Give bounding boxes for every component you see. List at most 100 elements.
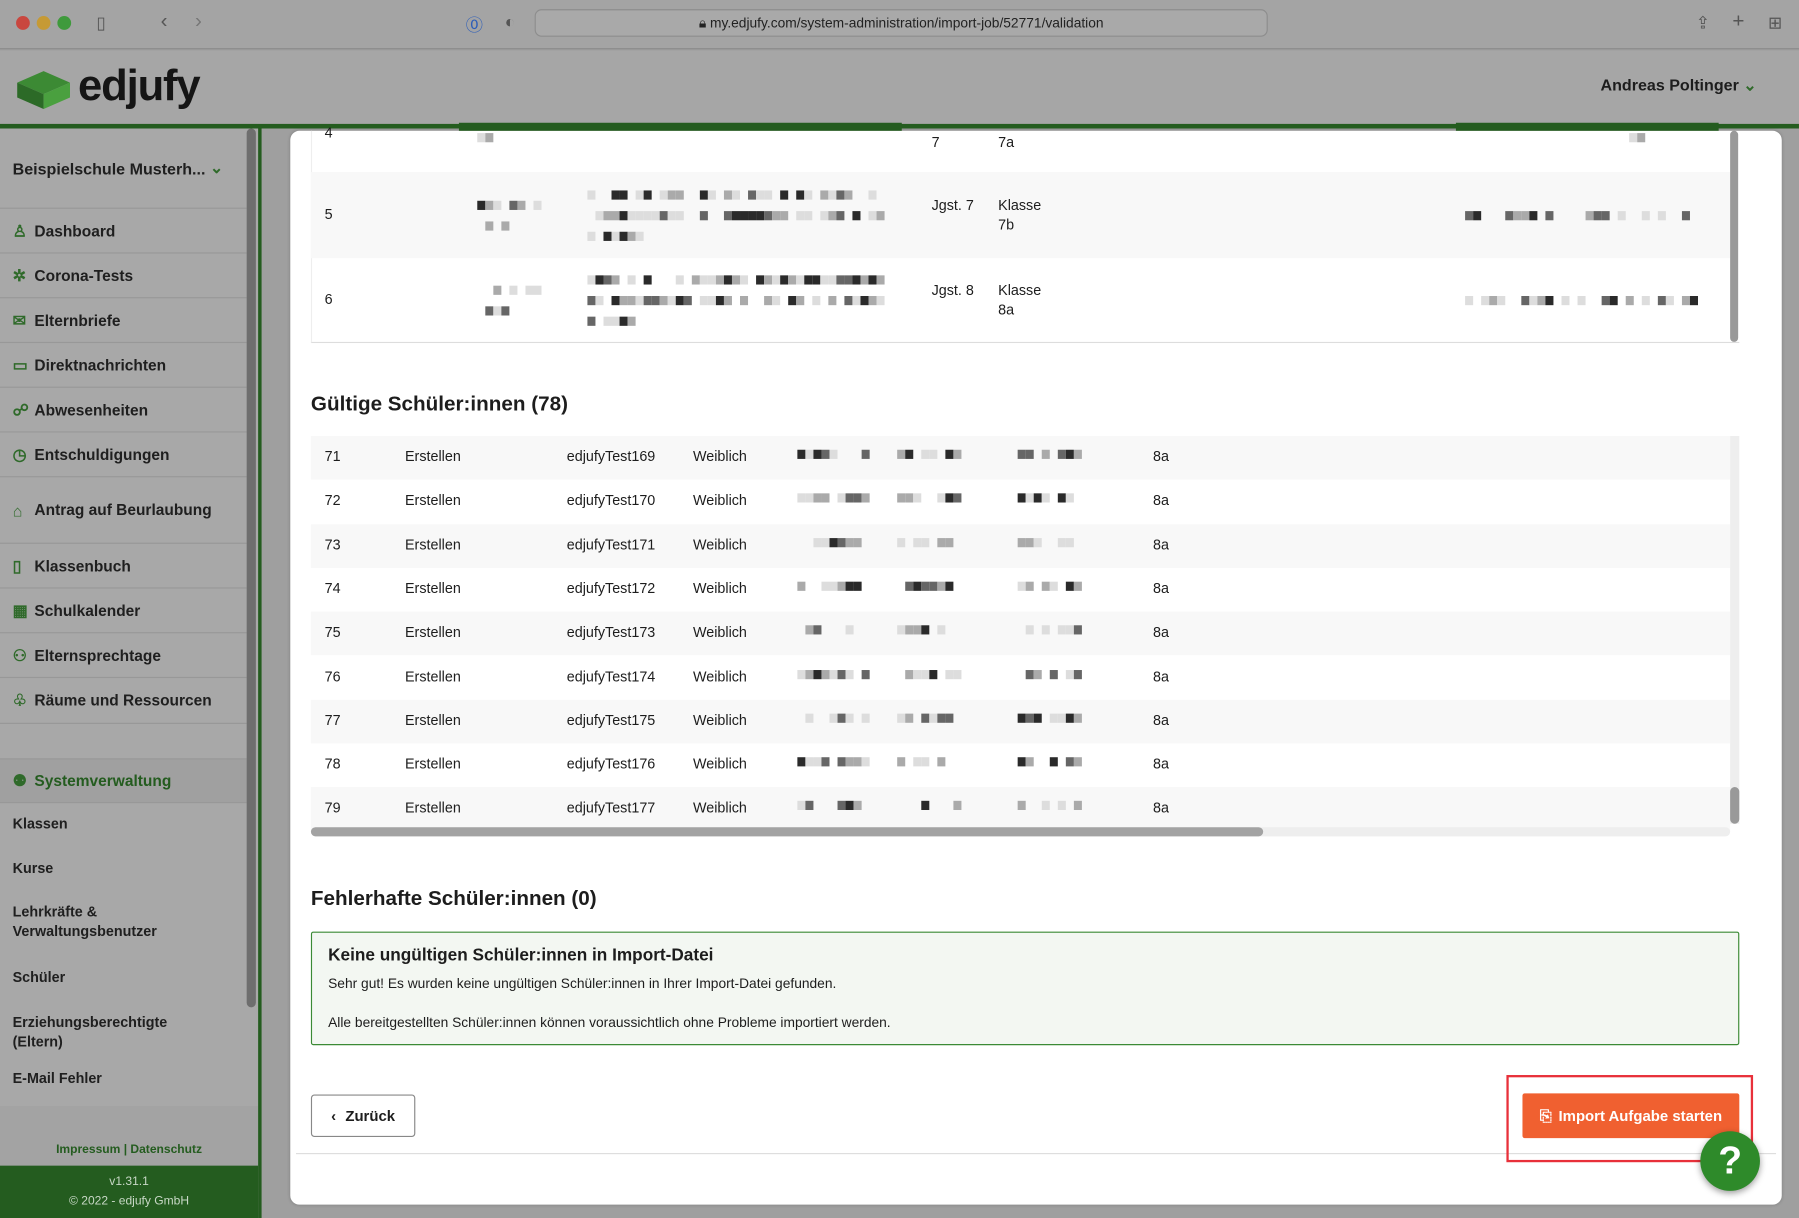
redacted-text — [587, 274, 885, 284]
back-button[interactable]: ‹ Zurück — [310, 1094, 416, 1137]
action-cell: Erstellen — [404, 448, 461, 465]
table-header-bar — [1455, 122, 1719, 131]
sidebar-item-label: Schulkalender — [34, 601, 141, 619]
valid-table-vscroll-track — [1730, 435, 1740, 824]
maximize-window-button[interactable] — [57, 16, 72, 30]
chevron-down-icon: ⌄ — [209, 158, 224, 177]
username-cell: edjufyTest177 — [566, 800, 656, 817]
gender-cell: Weiblich — [692, 800, 747, 817]
sidebar-scrollbar[interactable] — [246, 128, 256, 1008]
username-cell: edjufyTest175 — [566, 712, 656, 729]
gender-cell: Weiblich — [692, 624, 747, 641]
close-window-button[interactable] — [16, 16, 30, 30]
sidebar-item-elternbriefe[interactable]: ✉ Elternbriefe — [0, 298, 247, 344]
sidebar-item-schulkalender[interactable]: ▦ Schulkalender — [0, 589, 247, 634]
start-import-button[interactable]: ⎘ Import Aufgabe starten — [1522, 1093, 1740, 1139]
sidebar-item-direktnachrichten[interactable]: ▭ Direktnachrichten — [0, 343, 247, 388]
table-row — [310, 172, 1731, 259]
sidebar-item-corona-tests[interactable]: ✲ Corona-Tests — [0, 254, 247, 299]
back-nav-icon[interactable]: ‹ — [160, 9, 168, 33]
sidebar-item-abwesenheiten[interactable]: ☍ Abwesenheiten — [0, 388, 247, 433]
user-name: Andreas Poltinger — [1600, 75, 1739, 95]
footer-links[interactable]: Impressum | Datenschutz — [56, 1142, 203, 1157]
highlight-box — [1506, 1075, 1754, 1163]
divider — [296, 1153, 1777, 1155]
running-icon: ☍ — [12, 399, 29, 419]
user-menu[interactable]: Andreas Poltinger ⌄ — [1600, 76, 1756, 96]
address-bar[interactable]: 🔒︎ my.edjufy.com/system-administration/i… — [534, 9, 1268, 37]
sidebar-toggle-icon[interactable]: ▯ — [96, 13, 106, 34]
redacted-text — [1018, 625, 1082, 635]
action-cell: Erstellen — [404, 756, 461, 773]
sidebar-item-label: Systemverwaltung — [34, 772, 172, 790]
sidebar-item-label: Elternsprechtage — [34, 646, 161, 664]
sidebar-item-label: Entschuldigungen — [34, 445, 170, 463]
sidebar-item-label: Antrag auf Beurlaubung — [34, 501, 212, 519]
action-cell: Erstellen — [404, 580, 461, 597]
sidebar-item-systemverwaltung[interactable]: ⚉ Systemverwaltung — [0, 758, 247, 804]
preview-table-scrollbar[interactable] — [1730, 130, 1739, 342]
sidebar-subitem[interactable]: E-Mail Fehler — [12, 1070, 102, 1087]
action-cell: Erstellen — [404, 492, 461, 509]
sidebar-subitem[interactable]: Lehrkräfte & Verwaltungsbenutzer — [12, 904, 157, 940]
lock-icon: 🔒︎ — [698, 14, 710, 31]
password-manager-icon[interactable]: ⓪ — [465, 16, 484, 36]
redacted-text — [477, 220, 510, 231]
redacted-text — [1457, 295, 1699, 305]
person-icon: ♙ — [12, 220, 28, 240]
class-cell: Klasse 8a — [998, 281, 1042, 318]
logo-text[interactable]: edjufy — [78, 61, 201, 111]
redacted-text — [797, 669, 870, 679]
sidebar-item-klassenbuch[interactable]: ▯ Klassenbuch — [0, 544, 247, 589]
redacted-text — [587, 210, 885, 220]
school-selector[interactable]: Beispielschule Musterh... ⌄ — [0, 128, 247, 209]
sidebar-item-räume-und-ressourcen[interactable]: ♧ Räume und Ressourcen — [0, 678, 247, 724]
sidebar-item-label: Abwesenheiten — [34, 400, 149, 419]
share-icon[interactable]: ⇪ — [1695, 13, 1711, 34]
sidebar-item-entschuldigungen[interactable]: ◷ Entschuldigungen — [0, 433, 247, 478]
minimize-window-button[interactable] — [36, 16, 51, 30]
tabs-overview-icon[interactable]: ⊞ — [1767, 13, 1783, 34]
copyright-text: © 2022 - edjufy GmbH — [69, 1194, 190, 1209]
valid-table-hscrollbar[interactable] — [310, 827, 1264, 837]
sidebar-subitem[interactable]: Erziehungsberechtigte (Eltern) — [12, 1014, 168, 1050]
new-tab-icon[interactable]: + — [1732, 9, 1745, 33]
action-cell: Erstellen — [404, 624, 461, 641]
shield-icon[interactable]: ◐ — [504, 12, 516, 33]
start-import-label: Import Aufgabe starten — [1558, 1107, 1723, 1125]
invalid-students-heading: Fehlerhafte Schüler:innen (0) — [310, 886, 597, 910]
redacted-text — [1017, 801, 1082, 811]
username-cell: edjufyTest169 — [566, 448, 656, 465]
redacted-text — [1017, 757, 1082, 767]
logo-icon[interactable] — [15, 67, 72, 111]
class-cell: 8a — [1153, 624, 1169, 641]
action-cell: Erstellen — [404, 800, 461, 817]
redacted-text — [1017, 449, 1082, 459]
inbox-icon: ▭ — [12, 355, 28, 374]
redacted-text — [797, 449, 870, 459]
redacted-text — [897, 713, 961, 723]
index-cell: 77 — [324, 712, 341, 729]
help-button[interactable]: ? — [1700, 1131, 1760, 1191]
sidebar-subitem[interactable]: Klassen — [12, 815, 68, 832]
username-cell: edjufyTest176 — [566, 756, 656, 773]
redacted-text — [797, 493, 870, 503]
action-cell: Erstellen — [404, 668, 461, 685]
redacted-text — [477, 285, 542, 295]
index-cell: 79 — [324, 800, 341, 817]
file-import-icon: ⎘ — [1539, 1106, 1552, 1124]
index-cell: 71 — [324, 448, 341, 465]
action-cell: Erstellen — [404, 536, 461, 553]
action-cell: Erstellen — [404, 712, 461, 729]
sidebar-item-dashboard[interactable]: ♙ Dashboard — [0, 209, 247, 254]
valid-table-vscrollbar[interactable] — [1730, 787, 1740, 824]
sidebar-subitem[interactable]: Kurse — [12, 860, 54, 877]
table-row — [310, 611, 1731, 656]
forward-nav-icon[interactable]: › — [195, 9, 202, 33]
sidebar-subitem[interactable]: Schüler — [12, 969, 66, 986]
sidebar-item-antrag-auf-beurlaubung[interactable]: ⌂ Antrag auf Beurlaubung — [0, 477, 247, 544]
class-cell: Klasse 7b — [998, 196, 1042, 233]
redacted-text — [477, 200, 542, 210]
sidebar-item-label: Elternbriefe — [34, 311, 121, 329]
sidebar-item-elternsprechtage[interactable]: ⚇ Elternsprechtage — [0, 633, 247, 679]
